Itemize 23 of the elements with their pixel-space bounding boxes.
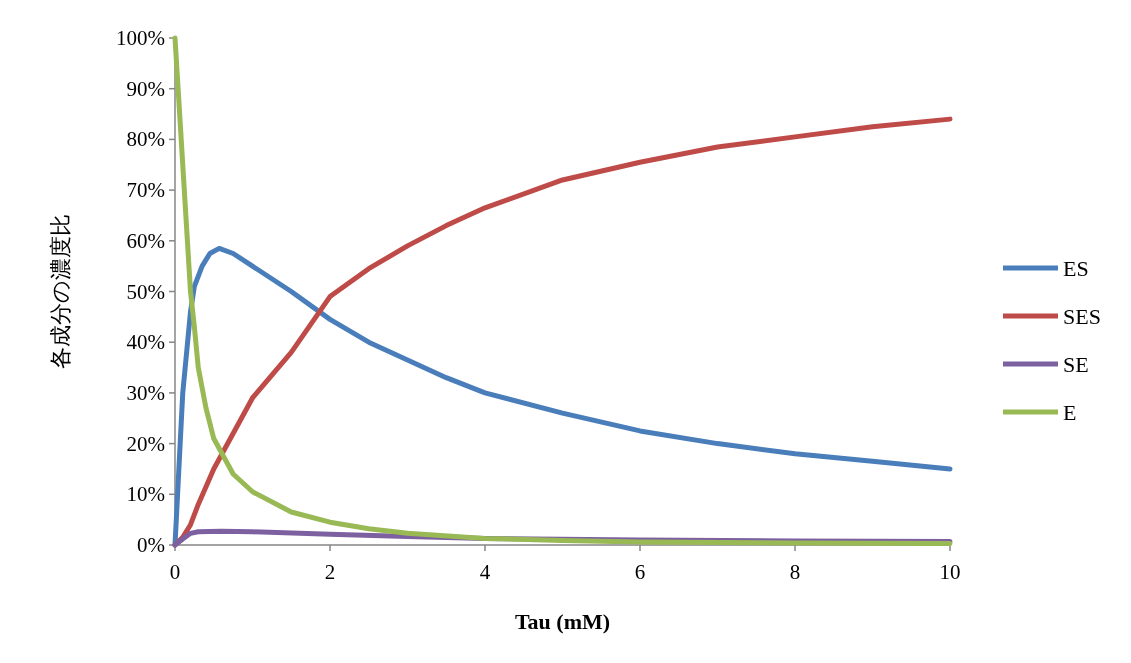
y-tick-label: 30% (126, 380, 165, 405)
y-tick-label: 50% (126, 279, 165, 304)
legend-label: SES (1063, 304, 1101, 329)
y-tick-label: 0% (137, 533, 165, 557)
y-tick-label: 40% (126, 330, 165, 355)
y-tick-label: 70% (126, 178, 165, 203)
legend-label: SE (1063, 352, 1089, 377)
legend-label: ES (1063, 256, 1089, 281)
legend-label: E (1063, 400, 1077, 425)
x-tick-label: 10 (939, 560, 961, 584)
x-tick-label: 8 (789, 560, 801, 584)
y-tick-label: 100% (116, 26, 165, 50)
x-axis-title: Tau (mM) (514, 609, 611, 634)
x-tick-label: 2 (324, 560, 336, 584)
y-tick-label: 20% (126, 431, 165, 456)
y-tick-label: 60% (126, 228, 165, 253)
x-tick-label: 6 (634, 560, 646, 584)
x-tick-label: 0 (169, 560, 181, 584)
y-tick-label: 10% (126, 482, 165, 507)
y-tick-label: 80% (126, 127, 165, 152)
x-tick-label: 4 (479, 560, 491, 584)
y-axis-title: 各成分の濃度比 (48, 214, 73, 369)
y-tick-label: 90% (126, 76, 165, 101)
